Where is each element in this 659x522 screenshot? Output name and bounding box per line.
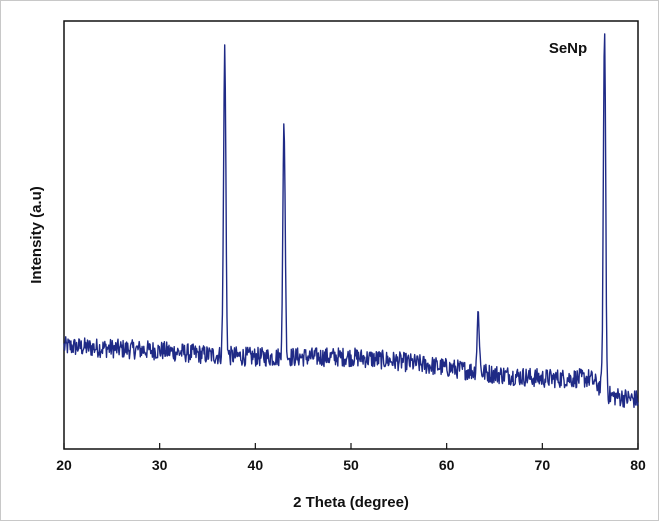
x-tick-labels: 20 30 40 50 60 70 80 — [56, 457, 646, 473]
x-tick-label-60: 60 — [439, 457, 455, 473]
x-tick-label-20: 20 — [56, 457, 72, 473]
y-axis-title: Intensity (a.u) — [28, 186, 45, 284]
x-axis-title: 2 Theta (degree) — [293, 494, 409, 511]
plot-area — [63, 20, 639, 450]
x-ticks — [63, 443, 639, 449]
x-tick-label-30: 30 — [152, 457, 168, 473]
annotation-label: SeNp — [549, 40, 587, 57]
x-tick-label-40: 40 — [248, 457, 264, 473]
x-tick-label-70: 70 — [535, 457, 551, 473]
x-tick-label-50: 50 — [343, 457, 359, 473]
xrd-pattern-line — [63, 33, 639, 408]
x-tick-label-80: 80 — [630, 457, 646, 473]
